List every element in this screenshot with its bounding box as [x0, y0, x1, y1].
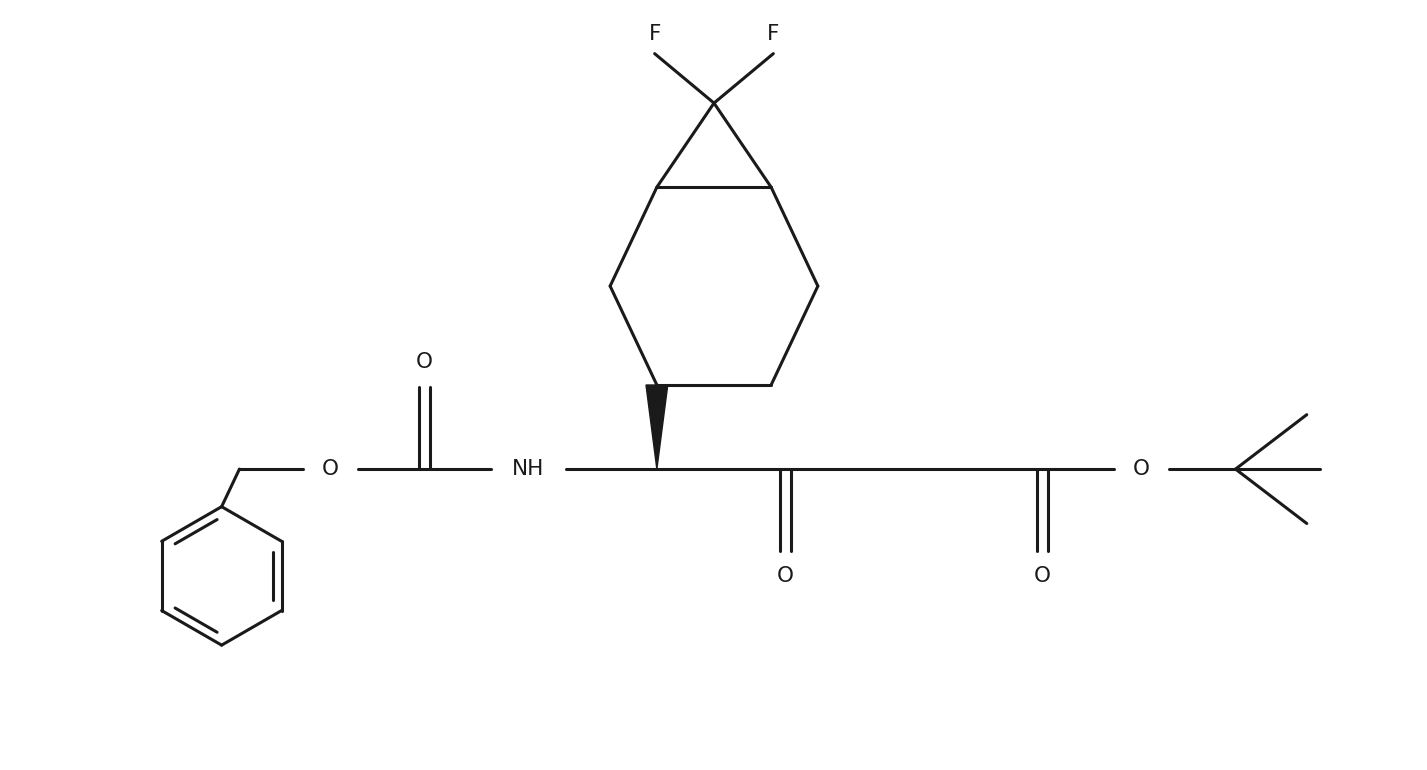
Text: O: O: [776, 566, 793, 586]
Text: O: O: [323, 459, 340, 479]
Text: F: F: [768, 24, 779, 44]
Text: NH: NH: [512, 459, 545, 479]
Text: O: O: [1035, 566, 1052, 586]
Text: O: O: [1133, 459, 1150, 479]
Text: F: F: [648, 24, 661, 44]
Text: O: O: [415, 352, 432, 372]
Polygon shape: [646, 385, 668, 469]
